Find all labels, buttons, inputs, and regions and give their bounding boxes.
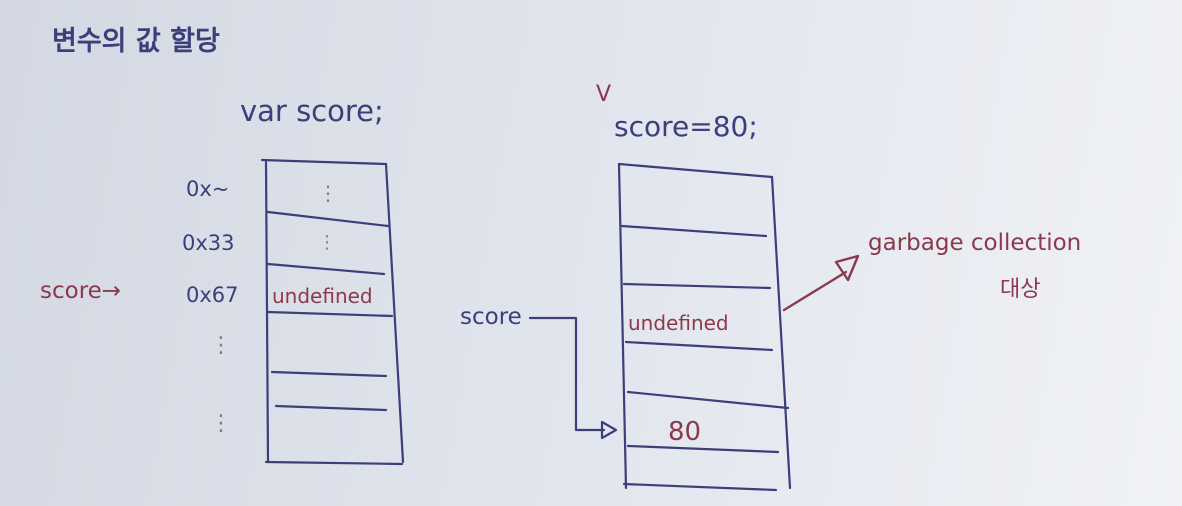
right-memory-stack xyxy=(617,162,792,492)
pointer-arrow xyxy=(528,316,618,440)
left-cell-1-value: ⋮ xyxy=(318,181,338,205)
address-label-0x33: 0x33 xyxy=(182,231,235,255)
address-label-0x-tilde: 0x~ xyxy=(186,177,229,201)
address-dots-1: ⋮ xyxy=(210,333,232,358)
left-memory-diagram: var score; ⋮ ⋮ undefined 0x~ 0x33 0x67 s… xyxy=(40,94,405,466)
page-title: 변수의 값 할당 xyxy=(52,26,220,57)
right-memory-diagram: V score=80; undefined 80 score garbage xyxy=(460,82,1081,492)
right-cell-5-value: 80 xyxy=(668,417,701,447)
garbage-collection-arrow xyxy=(782,254,860,312)
garbage-collection-label: garbage collection xyxy=(868,230,1081,256)
right-pointer-label: score xyxy=(460,304,522,330)
left-cell-2-value: ⋮ xyxy=(318,232,336,253)
address-dots-2: ⋮ xyxy=(210,411,232,436)
checkmark: V xyxy=(596,82,611,107)
garbage-collection-target-label: 대상 xyxy=(1000,277,1040,302)
address-label-0x67: 0x67 xyxy=(186,283,239,307)
left-pointer-label: score→ xyxy=(40,278,121,304)
left-cell-3-value: undefined xyxy=(272,284,373,308)
left-memory-stack xyxy=(260,158,405,466)
left-code-statement: var score; xyxy=(240,94,384,128)
right-code-statement: score=80; xyxy=(614,110,758,143)
right-cell-3-value: undefined xyxy=(628,311,729,335)
